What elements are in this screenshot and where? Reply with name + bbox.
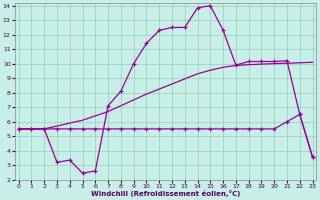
- X-axis label: Windchill (Refroidissement éolien,°C): Windchill (Refroidissement éolien,°C): [91, 190, 240, 197]
